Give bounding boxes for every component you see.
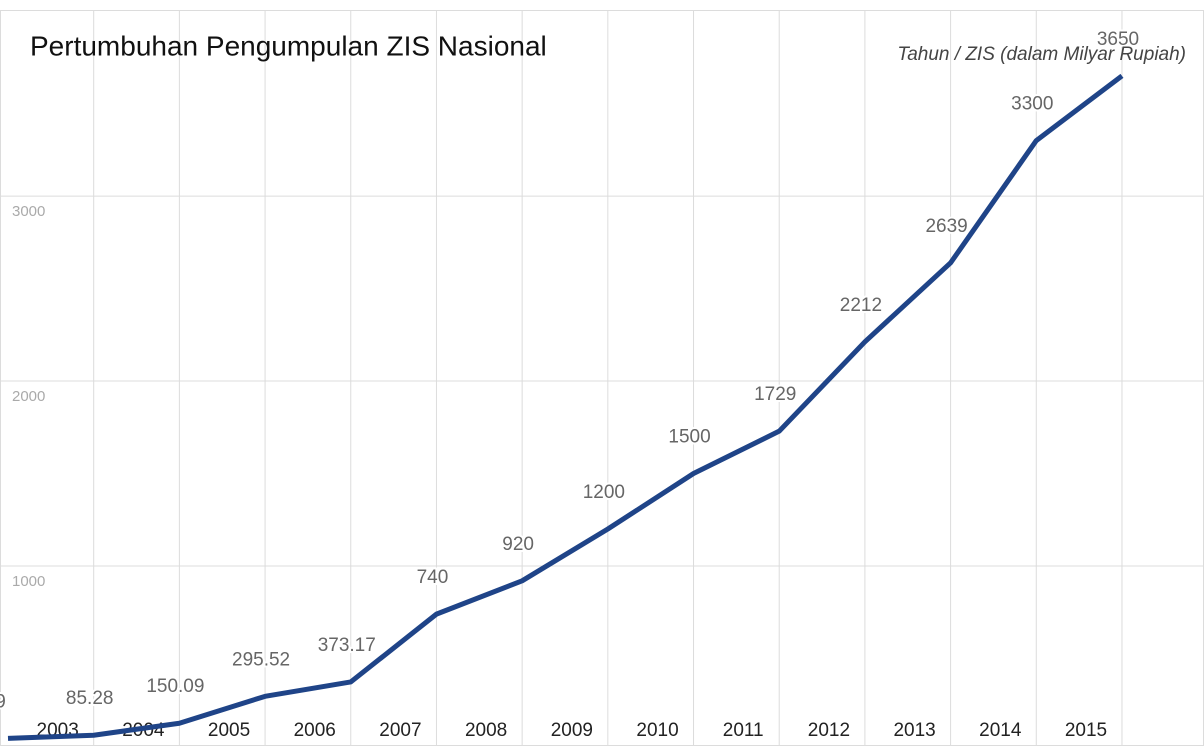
y-tick-label: 1000	[12, 573, 45, 590]
x-tick-label: 2007	[379, 720, 421, 741]
line	[7, 73, 1124, 741]
y-tick-label: 3000	[12, 203, 45, 220]
annotation: Tahun / ZIS (dalam Milyar Rupiah)	[897, 44, 1186, 65]
data-label: 740	[417, 567, 449, 588]
data-label: 3650	[1097, 29, 1139, 50]
x-tick-label: 2010	[636, 720, 678, 741]
x-tick-label: 2012	[808, 720, 850, 741]
x-tick-label: 2006	[294, 720, 336, 741]
data-label: 2212	[840, 295, 882, 316]
data-label: 85.28	[66, 688, 114, 709]
data-label: 2639	[925, 216, 967, 237]
x-tick-label: 2015	[1065, 720, 1107, 741]
grid: 1000 2000 3000	[0, 10, 1204, 746]
data-label: 920	[502, 534, 534, 555]
data-label: 150.09	[146, 676, 204, 697]
data-label: 1200	[583, 482, 625, 503]
x-tick-label: 2009	[551, 720, 593, 741]
y-tick-label: 2000	[12, 388, 45, 405]
data-label: 3300	[1011, 94, 1053, 115]
chart-title: Pertumbuhan Pengumpulan ZIS Nasional	[30, 30, 547, 61]
data-label: 68.39	[0, 691, 6, 712]
plot: 2003 2004 2005 2006 2007 2008 2009 2010 2011 2012…	[0, 27, 1141, 741]
x-tick-label: 2008	[465, 720, 507, 741]
data-label: 373.17	[318, 635, 376, 656]
x-tick-label: 2011	[723, 720, 764, 741]
data-label: 1500	[668, 427, 710, 448]
data-label: 295.52	[232, 649, 290, 670]
x-tick-label: 2005	[208, 720, 250, 741]
x-tick-label: 2014	[979, 720, 1022, 741]
x-tick-label: 2013	[893, 720, 935, 741]
data-label: 1729	[754, 384, 796, 405]
